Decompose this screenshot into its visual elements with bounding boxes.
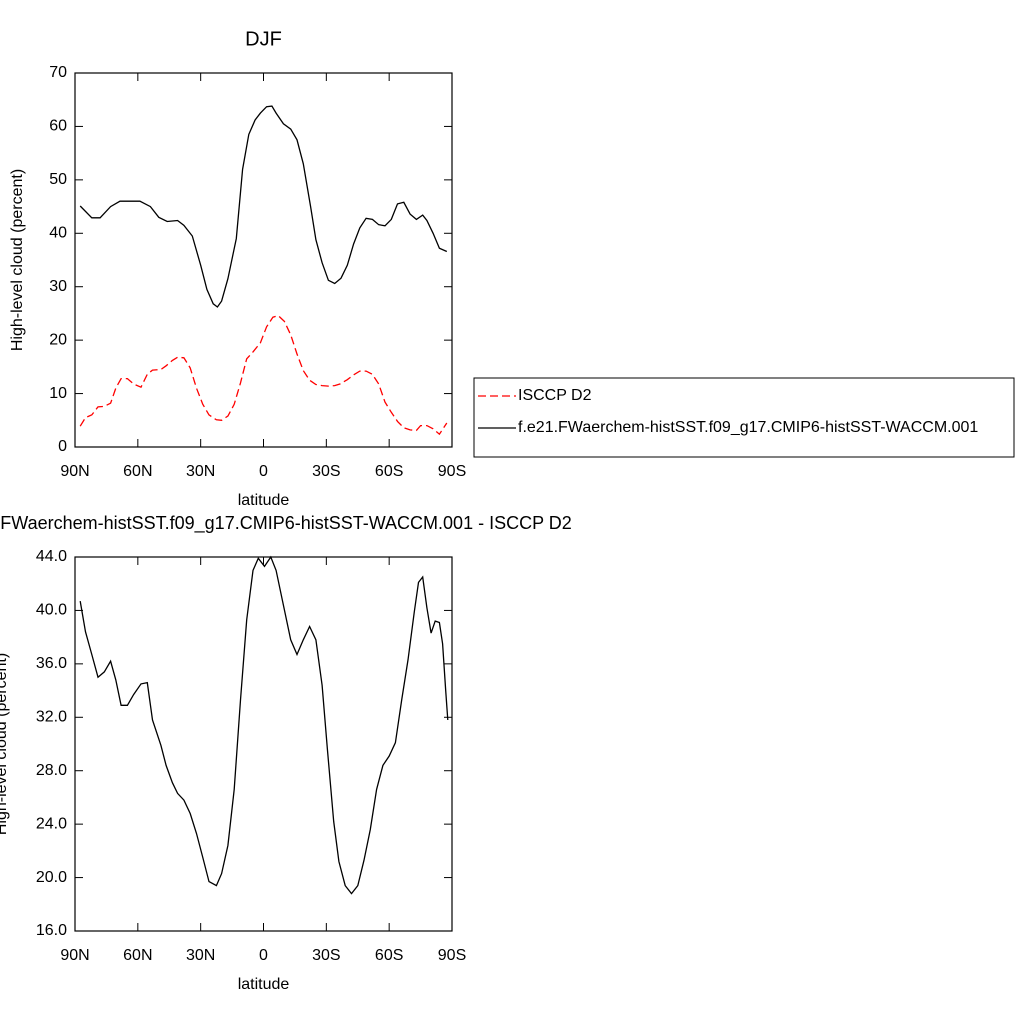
y-tick-label: 16.0 <box>36 922 67 939</box>
y-tick-label: 10 <box>49 385 67 402</box>
x-tick-label: 0 <box>259 463 268 480</box>
x-tick-label: 30S <box>312 463 340 480</box>
y-tick-label: 30 <box>49 278 67 295</box>
y-tick-label: 40 <box>49 225 67 242</box>
y-tick-label: 24.0 <box>36 815 67 832</box>
y-tick-label: 36.0 <box>36 655 67 672</box>
x-tick-label: 30N <box>186 947 215 964</box>
x-axis-label: latitude <box>238 976 290 993</box>
y-tick-label: 70 <box>49 64 67 81</box>
data-line <box>79 555 449 895</box>
x-tick-label: 90N <box>60 463 89 480</box>
y-tick-label: 40.0 <box>36 602 67 619</box>
legend-box <box>473 377 1015 458</box>
x-tick-label: 90N <box>60 947 89 964</box>
y-axis-label: High-level cloud (percent) <box>0 653 10 835</box>
y-tick-label: 50 <box>49 171 67 188</box>
y-tick-label: 20.0 <box>36 869 67 886</box>
data-line <box>79 105 448 308</box>
x-tick-label: 90S <box>438 463 466 480</box>
y-tick-label: 28.0 <box>36 762 67 779</box>
x-tick-label: 60S <box>375 463 403 480</box>
x-tick-label: 30N <box>186 463 215 480</box>
y-tick-label: 44.0 <box>36 548 67 565</box>
x-tick-label: 60N <box>123 463 152 480</box>
data-line <box>79 314 448 436</box>
legend-label: f.e21.FWaerchem-histSST.f09_g17.CMIP6-hi… <box>518 419 978 436</box>
x-tick-label: 90S <box>438 947 466 964</box>
x-tick-label: 0 <box>259 947 268 964</box>
x-tick-label: 60S <box>375 947 403 964</box>
chart-title: DJF <box>245 28 282 50</box>
y-axis-label: High-level cloud (percent) <box>9 169 26 351</box>
x-axis-label: latitude <box>238 492 290 509</box>
chart-title: f.e21.FWaerchem-histSST.f09_g17.CMIP6-hi… <box>0 513 572 534</box>
y-tick-label: 60 <box>49 118 67 135</box>
legend-label: ISCCP D2 <box>518 387 592 404</box>
plot-frame <box>74 72 453 448</box>
plot-frame <box>74 556 453 932</box>
x-tick-label: 60N <box>123 947 152 964</box>
x-tick-label: 30S <box>312 947 340 964</box>
y-tick-label: 20 <box>49 331 67 348</box>
y-tick-label: 0 <box>58 438 67 455</box>
y-tick-label: 32.0 <box>36 709 67 726</box>
